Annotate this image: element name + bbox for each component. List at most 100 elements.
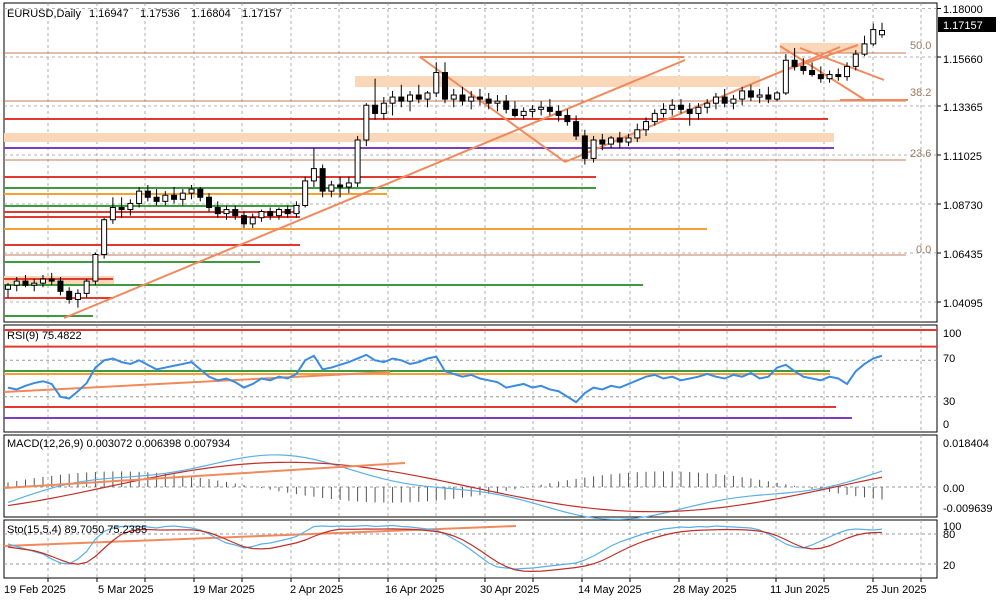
upper-zone bbox=[780, 43, 865, 53]
candle-body-57 bbox=[503, 100, 510, 110]
candlesticks bbox=[5, 22, 885, 308]
candle-body-81 bbox=[712, 96, 719, 104]
candle-body-62 bbox=[546, 106, 553, 112]
candle-body-97 bbox=[852, 53, 859, 67]
x-label-5: 16 Apr 2025 bbox=[385, 584, 444, 596]
x-label-2: 5 Mar 2025 bbox=[98, 584, 154, 596]
candle-body-35 bbox=[310, 168, 317, 182]
candle-body-0 bbox=[5, 284, 11, 290]
candle-body-7 bbox=[66, 290, 73, 301]
rsi-pane bbox=[3, 329, 937, 419]
candle-body-15 bbox=[136, 190, 143, 204]
candle-body-1 bbox=[13, 280, 20, 286]
candle-body-86 bbox=[756, 94, 763, 98]
candle-body-32 bbox=[284, 209, 291, 215]
sto-signal-line bbox=[7, 528, 883, 572]
axes bbox=[47, 8, 941, 582]
candle-body-69 bbox=[608, 137, 615, 145]
rsi-label: RSI(9) 75.4822 bbox=[7, 330, 82, 342]
sto-main-line bbox=[7, 524, 883, 570]
candle-body-87 bbox=[765, 94, 772, 100]
y-tick-2: 1.15660 bbox=[943, 54, 983, 66]
ohlc-low: 1.16804 bbox=[191, 8, 231, 20]
x-label-8: 28 May 2025 bbox=[673, 584, 737, 596]
candle-body-96 bbox=[844, 65, 851, 78]
candle-body-11 bbox=[101, 219, 108, 256]
candle-body-82 bbox=[721, 96, 728, 104]
candle-body-89 bbox=[782, 59, 789, 94]
macd-level-zero: 0.00 bbox=[943, 483, 964, 495]
candle-body-36 bbox=[319, 168, 326, 192]
candle-body-56 bbox=[494, 100, 501, 104]
candle-body-22 bbox=[197, 188, 204, 198]
candle-body-71 bbox=[625, 137, 632, 143]
candle-body-78 bbox=[686, 108, 693, 114]
rsi-level-30: 30 bbox=[943, 396, 955, 408]
candle-body-29 bbox=[258, 211, 265, 219]
candle-body-39 bbox=[345, 182, 352, 188]
candle-body-43 bbox=[380, 102, 387, 114]
x-label-9: 11 Jun 2025 bbox=[770, 584, 830, 596]
ohlc-open: 1.16947 bbox=[89, 8, 129, 20]
candle-body-68 bbox=[599, 139, 606, 145]
current-price: 1.17157 bbox=[943, 20, 983, 32]
candle-body-40 bbox=[354, 139, 361, 184]
candle-body-61 bbox=[538, 106, 545, 110]
candle-body-88 bbox=[774, 92, 781, 100]
candle-body-48 bbox=[424, 92, 431, 100]
candle-body-50 bbox=[442, 72, 448, 100]
candle-body-14 bbox=[127, 202, 134, 211]
candle-body-42 bbox=[372, 104, 379, 114]
candle-body-49 bbox=[433, 72, 440, 94]
current-price-tag bbox=[938, 17, 996, 32]
candle-body-24 bbox=[214, 206, 221, 215]
pennant-line-1 bbox=[779, 44, 859, 73]
macd-main-line bbox=[7, 454, 883, 520]
candle-body-52 bbox=[459, 94, 466, 102]
mid-zone bbox=[4, 133, 834, 142]
candle-body-45 bbox=[398, 96, 405, 102]
candle-body-38 bbox=[337, 184, 344, 188]
macd-signal-line bbox=[7, 461, 883, 513]
sto-level-20: 20 bbox=[943, 560, 955, 572]
candle-body-26 bbox=[232, 209, 239, 217]
y-tick-4: 1.11025 bbox=[943, 151, 982, 163]
candle-body-53 bbox=[468, 96, 475, 102]
fib-level-38: 38.2 bbox=[910, 87, 931, 99]
sto-level-80: 80 bbox=[943, 529, 955, 541]
candle-body-91 bbox=[800, 65, 807, 71]
macd-label: MACD(12,26,9) 0.003072 0.006398 0.007934 bbox=[7, 438, 230, 450]
sto-level-100: 100 bbox=[943, 521, 961, 533]
x-label-10: 25 Jun 2025 bbox=[866, 584, 927, 596]
candle-body-79 bbox=[695, 106, 702, 114]
candle-body-64 bbox=[564, 114, 571, 123]
candle-body-99 bbox=[870, 29, 877, 45]
candle-body-54 bbox=[476, 96, 483, 100]
ohlc-close: 1.17157 bbox=[242, 8, 282, 20]
symbol-label: EURUSD,Daily bbox=[7, 8, 81, 20]
candle-body-17 bbox=[153, 196, 160, 202]
sto-label: Sto(15,5,4) 89.7050 75.2385 bbox=[7, 524, 147, 536]
fib-level-23: 23.6 bbox=[910, 148, 931, 160]
rsi-level-100: 100 bbox=[943, 328, 961, 340]
candle-body-28 bbox=[249, 217, 256, 225]
candle-body-72 bbox=[634, 129, 641, 139]
macd-level-bottom: -0.009639 bbox=[943, 503, 993, 515]
x-label-6: 30 Apr 2025 bbox=[480, 584, 539, 596]
candle-body-73 bbox=[643, 121, 650, 131]
ohlc-high: 1.17536 bbox=[140, 8, 180, 20]
candle-body-23 bbox=[206, 196, 213, 208]
candle-body-5 bbox=[48, 278, 55, 282]
candle-body-80 bbox=[704, 102, 711, 108]
y-tick-3: 1.13365 bbox=[943, 102, 983, 114]
candle-body-75 bbox=[660, 108, 667, 114]
candle-body-59 bbox=[520, 110, 527, 116]
candle-body-12 bbox=[109, 206, 116, 221]
candle-body-3 bbox=[31, 282, 38, 286]
candle-body-77 bbox=[677, 104, 684, 110]
rsi-level-70: 70 bbox=[943, 353, 955, 365]
macd-level-top: 0.018404 bbox=[943, 438, 989, 450]
candle-body-25 bbox=[223, 209, 230, 215]
candle-body-30 bbox=[267, 211, 274, 217]
